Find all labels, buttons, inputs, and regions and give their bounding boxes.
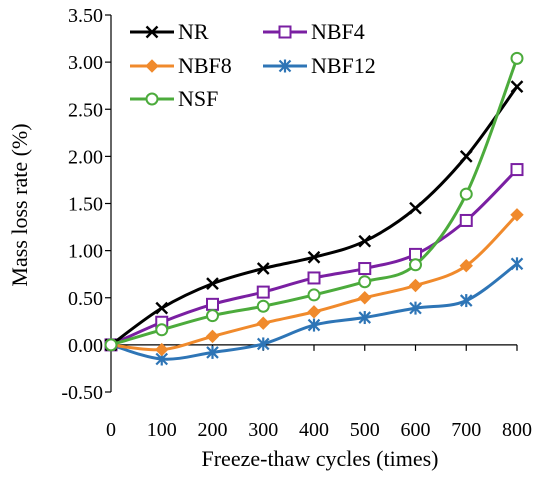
legend-marker — [145, 92, 159, 106]
data-point-nbf12 — [206, 345, 219, 359]
data-point-nsf — [459, 187, 473, 201]
legend-marker — [278, 25, 292, 39]
data-point-nr — [256, 262, 270, 275]
x-tick-label: 400 — [299, 419, 329, 441]
x-tick-label: 0 — [106, 419, 116, 441]
data-point-nbf4 — [307, 271, 321, 285]
data-point-nbf8 — [205, 329, 220, 344]
data-point-nbf8 — [459, 258, 473, 273]
legend-item-nsf: NSF — [130, 86, 218, 111]
data-point-nsf — [307, 288, 321, 302]
legend-marker — [278, 59, 292, 73]
x-axis-title: Freeze-thaw cycles (times) — [202, 446, 439, 471]
y-tick-label: -0.50 — [61, 382, 103, 404]
legend-item-nbf4: NBF4 — [263, 19, 365, 44]
data-point-nr — [206, 277, 219, 290]
legend-label: NBF12 — [311, 53, 376, 78]
data-point-nsf — [510, 51, 524, 65]
data-point-nr — [459, 150, 473, 163]
data-point-nbf12 — [409, 301, 422, 315]
x-tick-label: 100 — [147, 419, 177, 441]
legend-item-nbf8: NBF8 — [130, 53, 232, 78]
data-point-nbf4 — [409, 247, 422, 261]
data-point-nr — [155, 301, 169, 315]
y-axis-title: Mass loss rate (%) — [7, 123, 32, 286]
data-point-nsf — [155, 323, 169, 337]
x-tick-label: 700 — [451, 419, 481, 441]
series-layer — [104, 51, 524, 366]
legend-item-nr: NR — [130, 19, 209, 44]
data-point-nbf12 — [459, 294, 473, 308]
data-point-nbf12 — [307, 318, 321, 332]
data-point-nbf4 — [256, 285, 270, 299]
data-point-nbf8 — [155, 342, 169, 357]
x-tick-label: 500 — [350, 419, 380, 441]
x-tick-label: 200 — [198, 419, 228, 441]
data-point-nbf8 — [307, 305, 321, 319]
legend-item-nbf12: NBF12 — [263, 53, 376, 78]
data-point-nbf4 — [358, 262, 372, 276]
series-nbf8 — [104, 208, 524, 357]
legend-label: NR — [178, 19, 209, 44]
data-point-nbf8 — [358, 291, 372, 305]
y-tick-label: 0.50 — [68, 288, 103, 310]
y-tick-label: 2.50 — [68, 99, 103, 121]
legend-label: NBF8 — [178, 53, 232, 78]
data-point-nbf8 — [256, 316, 270, 330]
data-point-nr — [307, 250, 321, 264]
data-point-nbf8 — [408, 278, 423, 293]
data-point-nsf — [104, 338, 118, 352]
data-point-nr — [358, 234, 372, 248]
data-point-nsf — [206, 309, 219, 323]
legend-marker — [145, 59, 159, 73]
x-tick-label: 800 — [502, 419, 532, 441]
data-point-nbf12 — [358, 311, 372, 325]
y-tick-label: 0.00 — [68, 335, 103, 357]
x-tick-label: 300 — [248, 419, 278, 441]
y-tick-label: 1.50 — [68, 194, 103, 216]
data-point-nr — [510, 80, 524, 93]
y-tick-label: 2.00 — [68, 146, 103, 168]
legend: NR NBF4 NBF8 NBF12 NSF — [130, 19, 376, 111]
y-tick-label: 3.50 — [68, 5, 103, 27]
legend-marker — [145, 25, 159, 39]
data-point-nbf4 — [459, 213, 473, 227]
data-point-nr — [409, 201, 422, 215]
data-point-nsf — [256, 299, 270, 313]
data-point-nbf12 — [256, 337, 270, 351]
data-point-nsf — [358, 275, 372, 289]
data-point-nsf — [409, 258, 422, 272]
data-point-nbf8 — [510, 208, 524, 222]
x-tick-label: 600 — [401, 419, 431, 441]
y-tick-label: 3.00 — [68, 52, 103, 74]
y-tick-label: 1.00 — [68, 241, 103, 263]
legend-label: NBF4 — [311, 19, 365, 44]
legend-label: NSF — [178, 86, 218, 111]
data-point-nbf4 — [510, 163, 524, 177]
data-point-nbf4 — [206, 297, 219, 311]
data-point-nbf12 — [510, 257, 524, 271]
axes: -0.50 0.00 0.50 1.00 1.50 2.00 2.50 3.00 3.50 0 10… — [61, 5, 532, 441]
series-nsf — [104, 51, 524, 352]
